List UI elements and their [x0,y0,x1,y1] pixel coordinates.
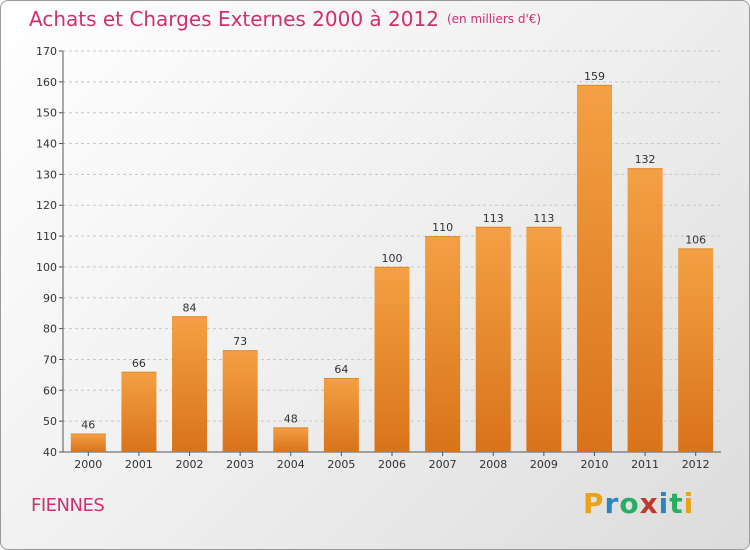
x-tick-label: 2011 [631,458,659,471]
x-tick-label: 2010 [580,458,608,471]
value-label: 113 [483,212,504,225]
x-tick-label: 2004 [277,458,305,471]
y-tick-label: 150 [36,107,57,120]
x-tick-label: 2009 [530,458,558,471]
y-tick-label: 120 [36,199,57,212]
chart-subtitle: (en milliers d'€) [446,12,542,26]
y-tick-label: 80 [43,323,57,336]
logo-letter: i [658,487,670,520]
bar [323,377,359,452]
x-tick-label: 2002 [176,458,204,471]
value-label: 66 [132,357,146,370]
y-tick-label: 50 [43,415,57,428]
x-tick-label: 2000 [74,458,102,471]
y-tick-label: 70 [43,353,57,366]
x-tick-label: 2006 [378,458,406,471]
value-label: 100 [382,252,403,265]
value-label: 106 [685,233,706,246]
x-tick-label: 2005 [327,458,355,471]
bar [425,236,461,452]
chart-title-text: Achats et Charges Externes 2000 à 2012 [29,7,439,31]
y-tick-label: 130 [36,168,57,181]
logo-letter: o [619,487,640,520]
logo-letter: r [604,487,620,520]
value-label: 46 [81,418,95,431]
value-label: 113 [533,212,554,225]
bar [627,168,663,452]
bar [121,371,157,452]
value-label: 110 [432,221,453,234]
bar [70,433,106,452]
bars: 46 66 84 73 48 64 100 110 113 113 159 132 106 [70,70,714,452]
value-label: 73 [233,335,247,348]
bar [172,316,208,452]
bar [475,226,511,452]
value-label: 48 [284,412,298,425]
x-tick-label: 2001 [125,458,153,471]
x-tick-label: 2008 [479,458,507,471]
logo-letter: x [639,487,659,520]
bar [273,427,309,452]
y-tick-label: 170 [36,45,57,58]
y-tick-label: 110 [36,230,57,243]
y-tick-label: 100 [36,261,57,274]
y-tick-label: 60 [43,384,57,397]
city-name: FIENNES [31,495,105,516]
value-label: 132 [635,153,656,166]
value-label: 64 [334,363,348,376]
y-tick-label: 90 [43,292,57,305]
proxiti-logo: Proxiti [583,487,694,520]
x-tick-label: 2012 [682,458,710,471]
y-tick-label: 160 [36,76,57,89]
value-label: 159 [584,70,605,83]
bar [526,226,562,452]
logo-letter: P [583,487,605,520]
logo-letter: t [669,487,684,520]
y-tick-label: 40 [43,446,57,459]
y-tick-label: 140 [36,138,57,151]
value-label: 84 [183,301,197,314]
bar [678,248,714,452]
x-tick-label: 2003 [226,458,254,471]
axes: 40 50 60 70 80 90 100 110 120 130 140 150 160 170 2000… [36,45,721,471]
chart-title: Achats et Charges Externes 2000 à 2012 (e… [29,7,541,31]
bar [222,350,258,452]
bar [374,266,410,452]
x-tick-label: 2007 [429,458,457,471]
logo-letter: i [683,487,695,520]
bar [576,84,612,452]
